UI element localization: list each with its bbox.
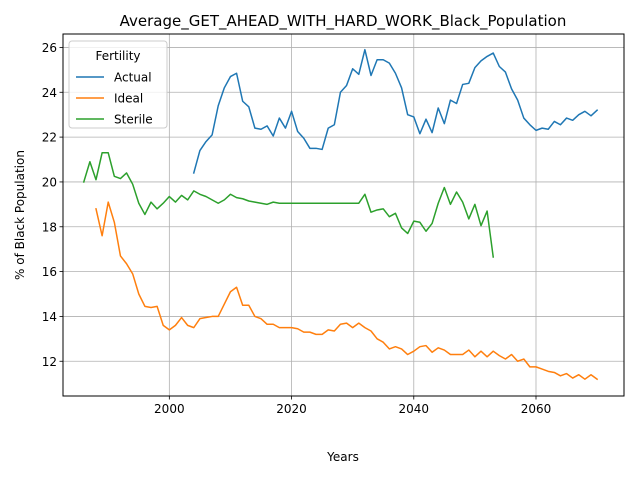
legend: Fertility Actual Ideal Sterile [68, 40, 168, 129]
legend-label-actual: Actual [114, 71, 152, 85]
gridlines [63, 34, 624, 396]
y-tick-label: 18 [42, 220, 57, 234]
x-tick-label: 2000 [154, 402, 185, 416]
y-tick-label: 20 [42, 175, 57, 189]
x-axis-label: Years [326, 450, 359, 464]
legend-title: Fertility [95, 49, 140, 63]
y-axis-label: % of Black Population [13, 150, 27, 280]
x-tick-label: 2040 [399, 402, 430, 416]
y-tick-label: 24 [42, 86, 57, 100]
x-tick-label: 2060 [521, 402, 552, 416]
y-tick-label: 16 [42, 265, 57, 279]
x-tick-label: 2020 [276, 402, 307, 416]
series-line-actual [192, 48, 599, 174]
series-line-sterile [82, 152, 495, 258]
legend-box [68, 40, 168, 129]
y-tick-label: 14 [42, 310, 57, 324]
y-tick-label: 12 [42, 355, 57, 369]
y-tick-label: 26 [42, 41, 57, 55]
series-line-ideal [95, 201, 599, 381]
y-tick-label: 22 [42, 131, 57, 145]
series-lines [82, 48, 599, 381]
legend-label-ideal: Ideal [114, 92, 143, 106]
plot-area-frame [62, 33, 625, 397]
axis-ticks: 2000 2020 2040 2060 12 14 16 18 20 22 24 26 [42, 41, 552, 416]
legend-label-sterile: Sterile [114, 113, 153, 127]
chart-title: Average_GET_AHEAD_WITH_HARD_WORK_Black_P… [120, 12, 567, 31]
